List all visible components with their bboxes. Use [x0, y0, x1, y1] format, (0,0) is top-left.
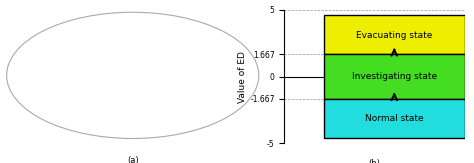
Text: (b): (b)	[368, 159, 381, 163]
Text: Evacuating state: Evacuating state	[356, 31, 432, 40]
Bar	[324, 54, 465, 99]
Bar	[324, 15, 465, 54]
Text: (a): (a)	[127, 156, 138, 163]
Text: Investigating state: Investigating state	[352, 72, 437, 81]
Text: Normal state: Normal state	[365, 114, 424, 123]
Y-axis label: Value of ED: Value of ED	[238, 51, 247, 103]
Bar	[324, 99, 465, 138]
